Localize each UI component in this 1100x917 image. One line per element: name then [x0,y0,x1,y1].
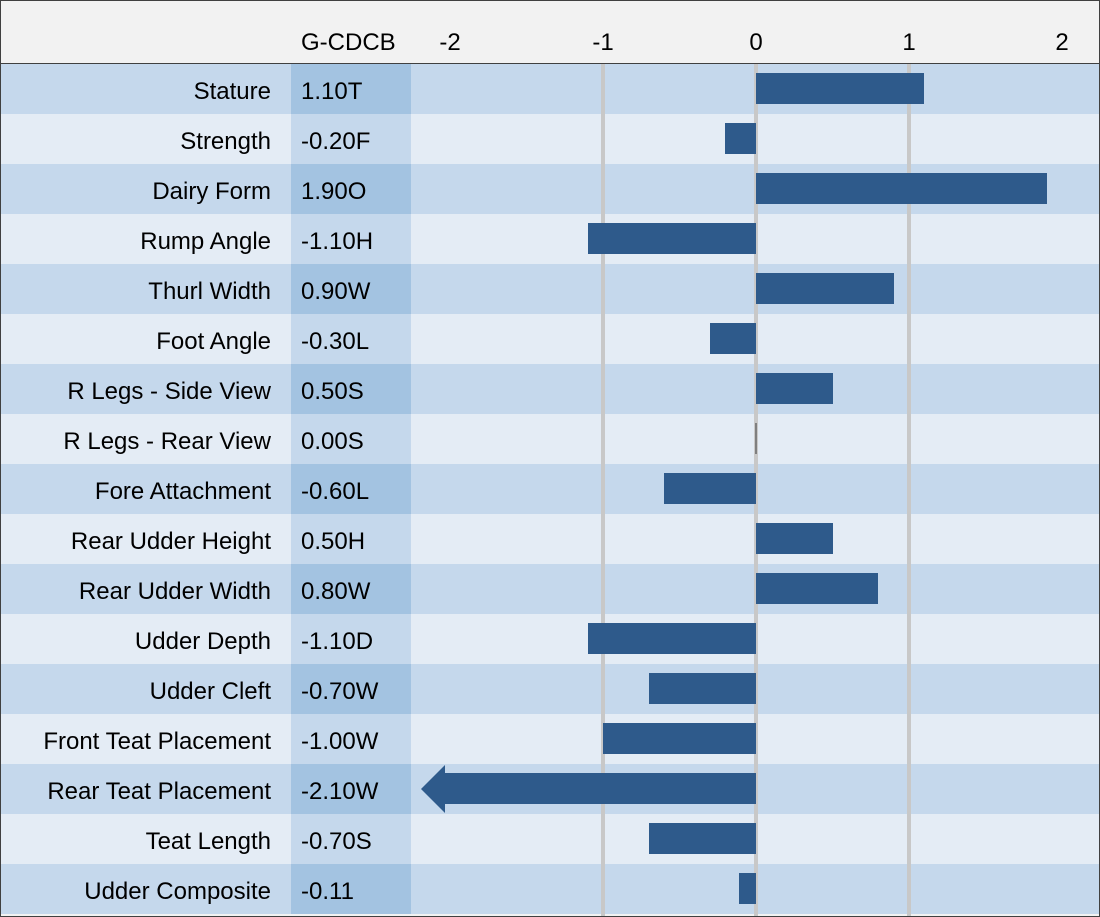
trait-row: Fore Attachment -0.60L [1,464,1099,514]
score-label: -1.10H [301,228,374,255]
trait-label: Rear Udder Height [70,528,271,555]
trait-row: Stature 1.10T [1,64,1099,114]
trait-label: Rear Teat Placement [47,778,271,805]
trait-label: Rear Udder Width [78,578,271,605]
trait-row: Udder Depth -1.10D [1,614,1099,664]
score-label: -0.70W [301,678,379,705]
trait-label: R Legs - Side View [67,378,271,405]
score-cell [291,64,411,114]
x-tick-label: 2 [1055,29,1069,56]
score-column-header: G-CDCB [301,29,396,56]
trait-row: R Legs - Rear View 0.00S [1,414,1099,464]
trait-label: Fore Attachment [94,478,271,505]
trait-row: Foot Angle -0.30L [1,314,1099,364]
score-cell [291,264,411,314]
trait-label: R Legs - Rear View [63,428,271,455]
trait-row: Teat Length -0.70S [1,814,1099,864]
trait-row: Udder Cleft -0.70W [1,664,1099,714]
trait-label: Dairy Form [152,178,271,205]
trait-label: Udder Composite [84,878,271,905]
trait-row: Rump Angle -1.10H [1,214,1099,264]
score-label: -0.20F [301,128,371,155]
score-cell [291,564,411,614]
trait-label: Stature [193,78,271,105]
score-label: -1.10D [301,628,374,655]
score-cell [291,814,411,864]
score-label: 0.00S [301,428,364,455]
score-label: 0.50S [301,378,364,405]
trait-label: Udder Cleft [149,678,271,705]
x-tick-label: 1 [902,29,916,56]
score-cell [291,764,411,814]
score-cell [291,214,411,264]
score-cell [291,314,411,364]
x-tick-label: -2 [439,29,461,56]
score-cell [291,164,411,214]
trait-rows: Stature 1.10T Strength -0.20F Dairy Form 1.90… [1,64,1099,916]
score-cell [291,514,411,564]
trait-row: Rear Teat Placement -2.10W [1,764,1099,814]
score-cell [291,414,411,464]
score-label: 0.90W [301,278,371,305]
score-label: 1.10T [301,78,363,105]
trait-label: Teat Length [145,828,271,855]
score-label: -1.00W [301,728,379,755]
score-label: -0.30L [301,328,370,355]
score-label: 0.80W [301,578,371,605]
score-cell [291,864,411,914]
score-cell [291,614,411,664]
score-cell [291,364,411,414]
score-label: 1.90O [301,178,367,205]
trait-label: Rump Angle [140,228,271,255]
score-label: -2.10W [301,778,379,805]
score-label: 0.50H [301,528,366,555]
trait-label: Foot Angle [156,328,271,355]
trait-row: R Legs - Side View 0.50S [1,364,1099,414]
score-cell [291,114,411,164]
trait-row: Thurl Width 0.90W [1,264,1099,314]
x-tick-label: 0 [749,29,763,56]
score-label: -0.11 [301,878,354,905]
score-label: -0.70S [301,828,372,855]
chart-header: G-CDCB -2 -1 0 1 2 [1,1,1099,65]
score-cell [291,464,411,514]
trait-label: Thurl Width [148,278,271,305]
trait-row: Front Teat Placement -1.00W [1,714,1099,764]
score-cell [291,664,411,714]
trait-row: Dairy Form 1.90O [1,164,1099,214]
score-label: -0.60L [301,478,370,505]
trait-row: Strength -0.20F [1,114,1099,164]
trait-row: Rear Udder Width 0.80W [1,564,1099,614]
trait-label: Front Teat Placement [43,728,271,755]
trait-row: Rear Udder Height 0.50H [1,514,1099,564]
trait-label: Udder Depth [134,628,271,655]
score-cell [291,714,411,764]
trait-label: Strength [180,128,271,155]
trait-row: Udder Composite -0.11 [1,864,1099,914]
x-tick-label: -1 [592,29,614,56]
